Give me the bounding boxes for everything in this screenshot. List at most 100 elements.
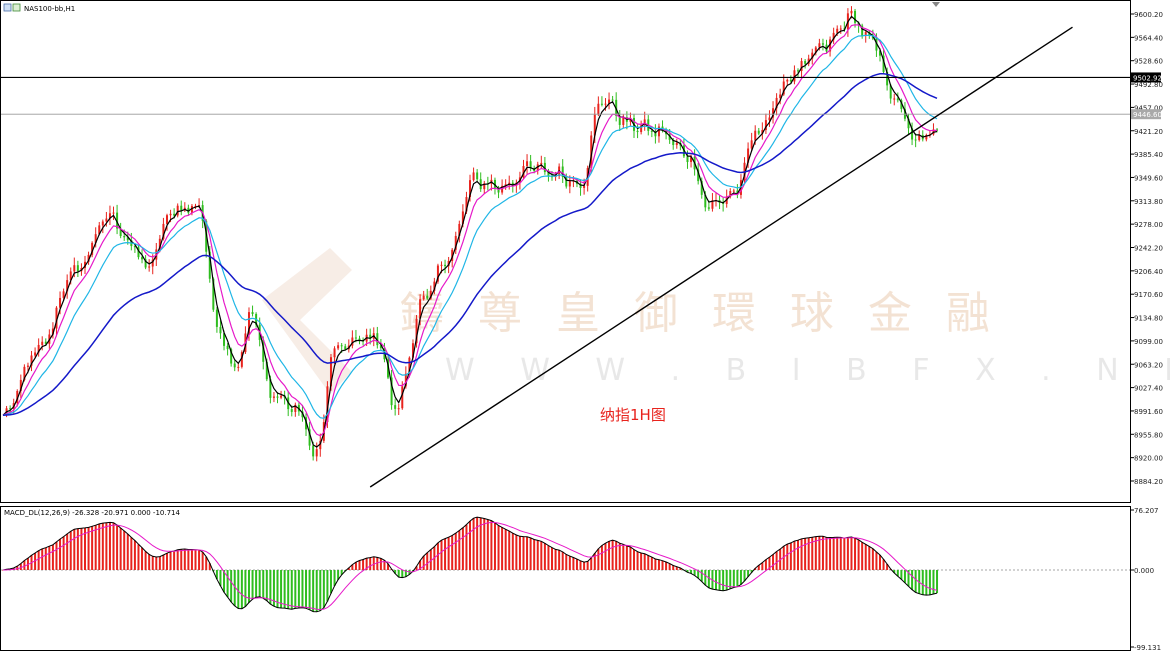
candle-body bbox=[315, 449, 318, 457]
candle bbox=[112, 206, 115, 221]
macd-bar bbox=[914, 570, 917, 593]
macd-bar bbox=[183, 549, 186, 570]
macd-bar bbox=[707, 570, 710, 588]
macd-bar bbox=[504, 529, 507, 570]
macd-bar bbox=[893, 570, 896, 573]
macd-bar bbox=[811, 537, 814, 570]
macd-bar bbox=[426, 552, 429, 570]
candle-body bbox=[98, 225, 101, 235]
candle-body bbox=[465, 197, 468, 212]
macd-bar bbox=[490, 520, 493, 570]
candle-body bbox=[62, 291, 65, 298]
candle-body bbox=[543, 162, 546, 173]
macd-bar bbox=[515, 535, 518, 570]
macd-bar bbox=[925, 570, 928, 596]
candle bbox=[925, 133, 928, 142]
macd-bar bbox=[547, 545, 550, 570]
macd-panel-frame bbox=[0, 506, 1131, 651]
candle-body bbox=[148, 266, 151, 268]
macd-bar bbox=[158, 556, 161, 570]
candle-body bbox=[158, 238, 161, 250]
candle bbox=[757, 127, 760, 136]
macd-bar bbox=[936, 570, 939, 594]
candle bbox=[397, 403, 400, 416]
candle bbox=[675, 138, 678, 149]
macd-bar bbox=[404, 570, 407, 577]
candle-body bbox=[732, 190, 735, 192]
candle-body bbox=[504, 184, 507, 186]
candle bbox=[761, 122, 764, 140]
candle bbox=[825, 39, 828, 54]
macd-bar bbox=[233, 570, 236, 606]
macd-bar bbox=[379, 558, 382, 570]
candle-body bbox=[878, 50, 881, 56]
macd-bar bbox=[650, 557, 653, 570]
macd-bar bbox=[223, 570, 226, 593]
macd-bar bbox=[69, 531, 72, 570]
candle-body bbox=[690, 156, 693, 163]
macd-bar bbox=[447, 537, 450, 570]
price-axis-label: 9600.20 bbox=[1134, 11, 1163, 19]
candle-body bbox=[622, 117, 625, 125]
chart-shift-icon[interactable] bbox=[932, 2, 940, 7]
macd-bar bbox=[215, 570, 218, 580]
candle bbox=[141, 249, 144, 264]
candle-body bbox=[604, 103, 607, 105]
macd-bar bbox=[337, 570, 340, 580]
candle-body bbox=[344, 346, 347, 350]
macd-bar bbox=[369, 557, 372, 570]
candle-body bbox=[226, 345, 229, 350]
macd-bar bbox=[44, 547, 47, 570]
candle-body bbox=[230, 349, 233, 364]
candle-body bbox=[451, 249, 454, 261]
candle-body bbox=[404, 373, 407, 387]
macd-bar bbox=[675, 566, 678, 570]
macd-bar bbox=[333, 570, 336, 586]
candle-body bbox=[472, 172, 475, 181]
candle-body bbox=[66, 280, 69, 292]
candle-body bbox=[333, 348, 336, 358]
candle-body bbox=[796, 70, 799, 72]
macd-line bbox=[2, 516, 938, 613]
price-axis-label: 9492.80 bbox=[1134, 81, 1163, 89]
macd-bar bbox=[397, 570, 400, 578]
macd-bar bbox=[593, 553, 596, 570]
candle bbox=[711, 193, 714, 212]
macd-bar bbox=[511, 533, 514, 570]
candle-body bbox=[882, 55, 885, 72]
macd-bar bbox=[340, 570, 343, 575]
macd-bar bbox=[280, 570, 283, 609]
macd-bar bbox=[572, 557, 575, 570]
macd-bar bbox=[561, 551, 564, 570]
trendline[interactable] bbox=[369, 26, 1073, 488]
macd-bar bbox=[269, 570, 272, 605]
candle-body bbox=[290, 409, 293, 412]
candle bbox=[889, 83, 892, 104]
macd-bar bbox=[80, 528, 83, 570]
candle bbox=[750, 132, 753, 152]
macd-bar bbox=[354, 562, 357, 570]
candle bbox=[493, 177, 496, 195]
candle bbox=[101, 219, 104, 234]
candle bbox=[333, 346, 336, 364]
candle-body bbox=[112, 212, 115, 214]
macd-bar bbox=[518, 536, 521, 570]
candle bbox=[144, 255, 147, 270]
candle bbox=[158, 235, 161, 253]
macd-bar bbox=[643, 553, 646, 570]
candle-body bbox=[889, 85, 892, 99]
macd-bar bbox=[141, 547, 144, 570]
macd-histogram bbox=[2, 517, 939, 612]
candle-body bbox=[144, 259, 147, 268]
candle bbox=[148, 259, 151, 272]
macd-bar bbox=[108, 522, 111, 570]
macd-bar bbox=[440, 540, 443, 570]
candle-body bbox=[672, 139, 675, 146]
candle-body bbox=[215, 309, 218, 327]
macd-bar bbox=[875, 551, 878, 570]
macd-bar bbox=[476, 517, 479, 570]
candle bbox=[390, 369, 393, 410]
candle-body bbox=[169, 213, 172, 216]
macd-bar bbox=[16, 566, 19, 570]
macd-bar bbox=[265, 570, 268, 601]
